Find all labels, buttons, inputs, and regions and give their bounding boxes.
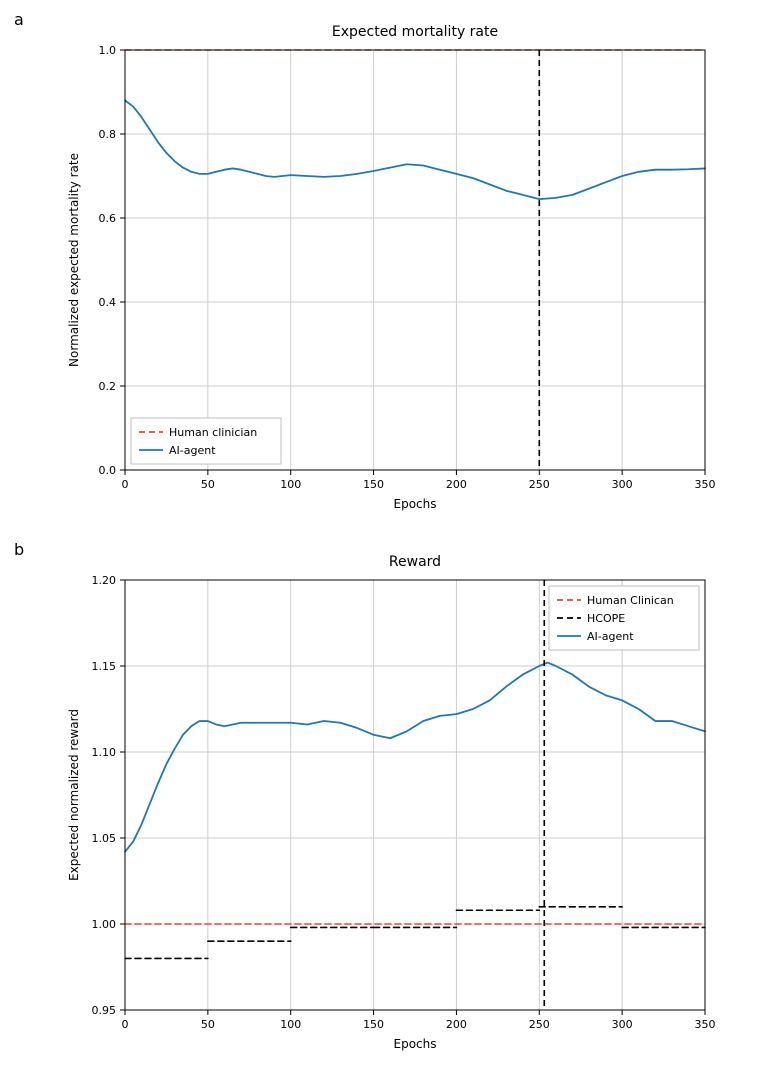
svg-text:AI-agent: AI-agent [169,444,216,457]
chart-a: 0 50 100 150 200 250 300 350 0.0 0.2 0.4 0.6 0.8 1.0 E… [60,20,720,520]
svg-text:150: 150 [363,478,384,491]
svg-text:100: 100 [280,478,301,491]
svg-text:1.05: 1.05 [92,832,117,845]
svg-text:150: 150 [363,1018,384,1031]
chart-b: 0 50 100 150 200 250 300 350 0.95 1.00 1.05 1.10 1.1… [60,550,720,1060]
svg-text:0.8: 0.8 [99,128,117,141]
svg-text:350: 350 [695,478,716,491]
svg-text:0.95: 0.95 [92,1004,117,1017]
svg-text:Normalized expected mortality: Normalized expected mortality rate [67,153,81,367]
svg-text:0: 0 [122,1018,129,1031]
page: a 0 50 100 150 200 250 300 350 0.0 0.2 0.4 0.6 0.8 1.… [0,0,757,1084]
svg-text:Epochs: Epochs [394,497,437,511]
svg-text:100: 100 [280,1018,301,1031]
svg-text:1.20: 1.20 [92,574,117,587]
svg-text:Expected mortality rate: Expected mortality rate [332,24,498,40]
panel-label-b: b [14,540,24,559]
svg-text:1.0: 1.0 [99,44,117,57]
svg-text:250: 250 [529,1018,550,1031]
svg-text:250: 250 [529,478,550,491]
svg-text:HCOPE: HCOPE [587,612,625,625]
svg-text:200: 200 [446,1018,467,1031]
panel-label-a: a [14,10,24,29]
svg-text:Expected normalized reward: Expected normalized reward [67,709,81,881]
svg-text:1.10: 1.10 [92,746,117,759]
svg-text:350: 350 [695,1018,716,1031]
svg-text:1.00: 1.00 [92,918,117,931]
svg-text:0.2: 0.2 [99,380,117,393]
svg-text:0.4: 0.4 [99,296,117,309]
svg-text:50: 50 [201,1018,215,1031]
svg-text:300: 300 [612,1018,633,1031]
svg-text:300: 300 [612,478,633,491]
svg-text:50: 50 [201,478,215,491]
svg-text:Human clinician: Human clinician [169,426,257,439]
svg-text:Human Clinican: Human Clinican [587,594,674,607]
svg-text:Epochs: Epochs [394,1037,437,1051]
svg-text:0.0: 0.0 [99,464,117,477]
svg-text:0.6: 0.6 [99,212,117,225]
svg-text:1.15: 1.15 [92,660,117,673]
svg-text:200: 200 [446,478,467,491]
svg-text:AI-agent: AI-agent [587,630,634,643]
svg-text:Reward: Reward [389,554,441,570]
svg-text:0: 0 [122,478,129,491]
